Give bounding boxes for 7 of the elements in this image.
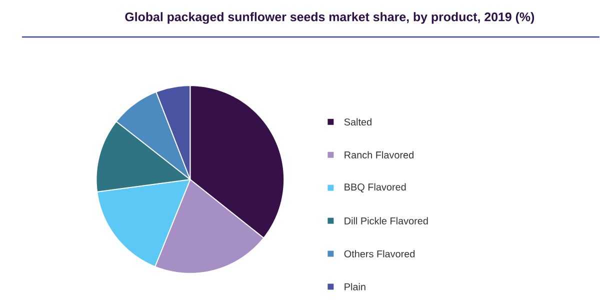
legend-label: Salted — [344, 118, 372, 126]
chart-title: Global packaged sunflower seeds market share, by product, 2019 (%) — [125, 12, 534, 24]
legend-label: BBQ Flavored — [344, 183, 406, 193]
legend-label: Ranch Flavored — [344, 151, 414, 159]
legend-label: Dill Pickle Flavored — [344, 217, 428, 225]
legend-label: Others Flavored — [344, 250, 415, 258]
legend-label: Plain — [344, 283, 366, 291]
